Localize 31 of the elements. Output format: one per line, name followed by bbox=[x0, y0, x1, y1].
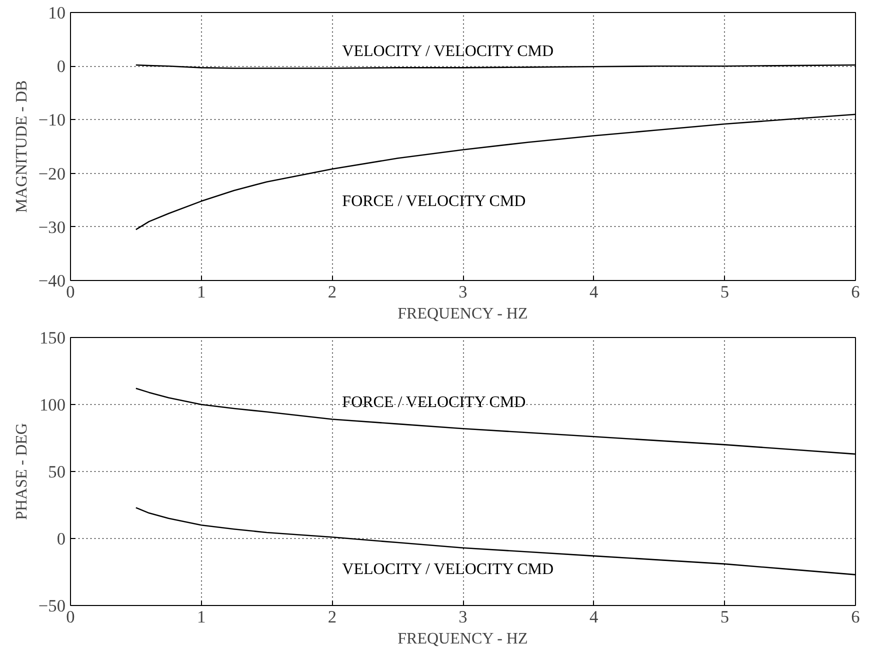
x-tick-label: 3 bbox=[458, 608, 468, 626]
y-tick-label: −40 bbox=[38, 272, 66, 290]
x-tick-label: 4 bbox=[590, 282, 598, 302]
y-tick-label: 0 bbox=[56, 530, 66, 548]
series-label: FORCE / VELOCITY CMD bbox=[342, 394, 526, 412]
x-tick-label: 1 bbox=[197, 608, 206, 626]
x-tick-label: 2 bbox=[328, 608, 337, 626]
y-tick-label: −20 bbox=[38, 164, 66, 184]
y-tick-label: −10 bbox=[38, 110, 66, 130]
x-tick-label: 4 bbox=[590, 608, 598, 626]
y-axis-title: PHASE - DEG bbox=[13, 422, 30, 520]
x-tick-label: 6 bbox=[851, 282, 860, 302]
y-tick-label: 10 bbox=[48, 4, 66, 22]
y-tick-label: −30 bbox=[38, 218, 66, 237]
x-tick-label: 5 bbox=[720, 608, 730, 626]
x-axis-title: FREQUENCY - HZ bbox=[398, 306, 528, 322]
y-tick-label: 150 bbox=[40, 328, 66, 348]
x-axis-title: FREQUENCY - HZ bbox=[398, 630, 528, 648]
x-tick-label: 3 bbox=[458, 282, 468, 302]
series-label: VELOCITY / VELOCITY CMD bbox=[342, 43, 554, 60]
y-tick-label: −50 bbox=[38, 596, 66, 616]
x-tick-label: 1 bbox=[197, 282, 206, 302]
y-tick-label: 50 bbox=[48, 462, 66, 482]
x-tick-label: 2 bbox=[328, 282, 337, 302]
series-label: VELOCITY / VELOCITY CMD bbox=[342, 561, 554, 578]
y-tick-label: 0 bbox=[56, 57, 66, 76]
series-label: FORCE / VELOCITY CMD bbox=[342, 193, 526, 210]
x-tick-label: 5 bbox=[720, 282, 730, 302]
x-tick-label: 6 bbox=[851, 608, 860, 626]
y-axis-title: MAGNITUDE - DB bbox=[13, 80, 30, 213]
y-tick-label: 100 bbox=[40, 396, 66, 414]
